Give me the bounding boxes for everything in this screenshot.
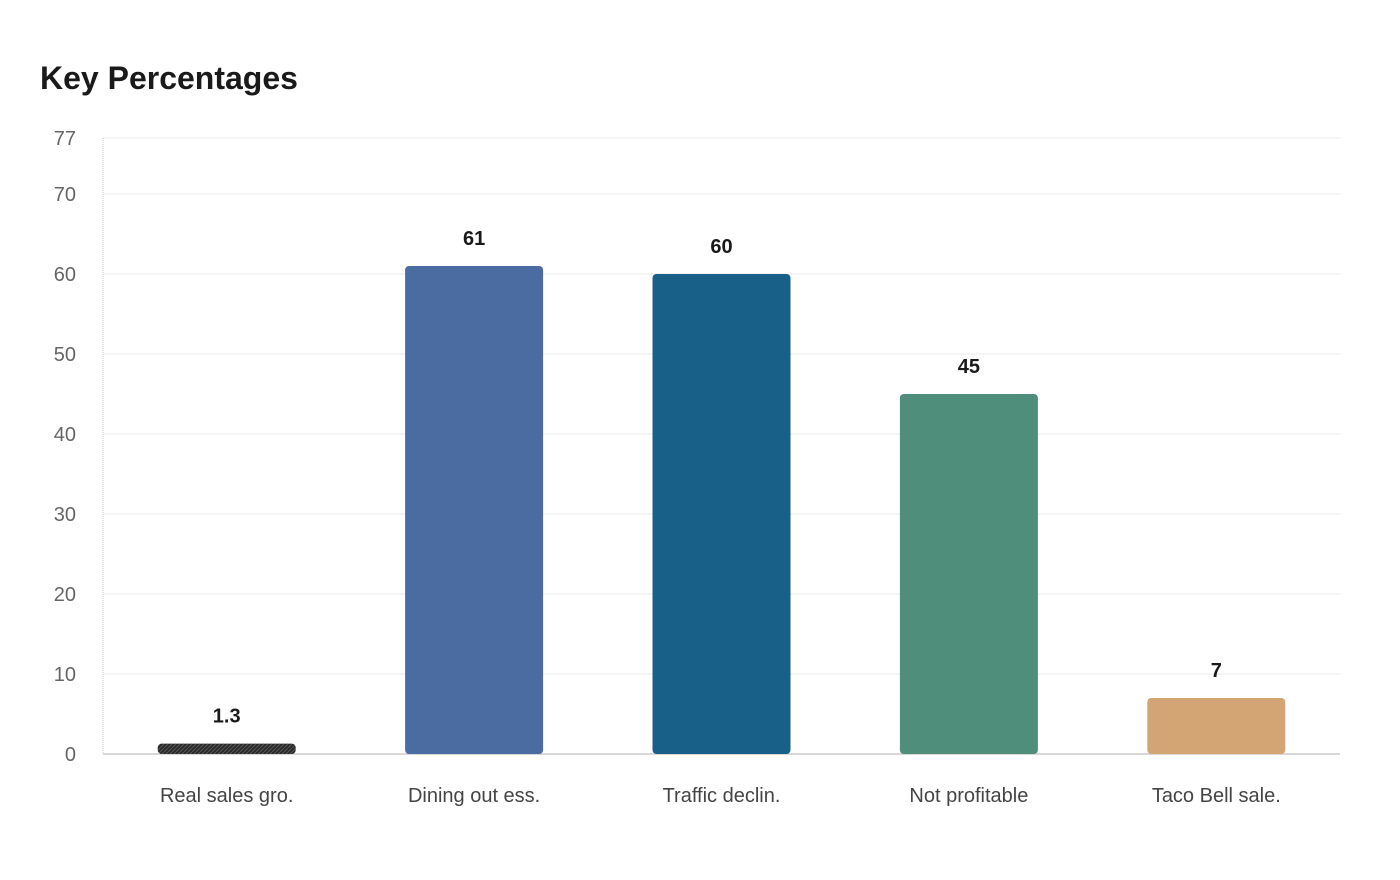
value-label: 7 bbox=[1211, 660, 1222, 682]
y-tick-label: 20 bbox=[54, 584, 76, 606]
y-tick-label: 50 bbox=[54, 344, 76, 366]
y-tick-label: 60 bbox=[54, 264, 76, 286]
y-tick-label: 77 bbox=[54, 128, 76, 150]
bar-2 bbox=[652, 274, 791, 754]
y-tick-label: 0 bbox=[65, 744, 76, 766]
value-label: 60 bbox=[710, 236, 732, 258]
y-tick-label: 40 bbox=[54, 424, 76, 446]
value-label: 1.3 bbox=[213, 706, 241, 728]
bars bbox=[157, 266, 1286, 754]
x-tick-label: Not profitable bbox=[909, 785, 1028, 807]
value-label: 61 bbox=[463, 228, 485, 250]
x-tick-label: Traffic declin. bbox=[663, 785, 781, 807]
y-tick-label: 30 bbox=[54, 504, 76, 526]
x-tick-label: Real sales gro. bbox=[160, 785, 293, 807]
x-tick-label: Dining out ess. bbox=[408, 785, 540, 807]
chart-title: Key Percentages bbox=[40, 60, 298, 96]
value-label: 45 bbox=[958, 356, 980, 378]
bar-4 bbox=[1147, 698, 1286, 754]
y-tick-label: 10 bbox=[54, 664, 76, 686]
x-tick-label: Taco Bell sale. bbox=[1152, 785, 1281, 807]
labels: 0 10 20 30 40 50 60 70 77 1.3 Real sales gro. 61 Din… bbox=[54, 128, 1281, 807]
bar-3 bbox=[899, 394, 1038, 754]
bar-1 bbox=[405, 266, 544, 754]
y-tick-label: 70 bbox=[54, 184, 76, 206]
bar-0 bbox=[157, 743, 296, 754]
